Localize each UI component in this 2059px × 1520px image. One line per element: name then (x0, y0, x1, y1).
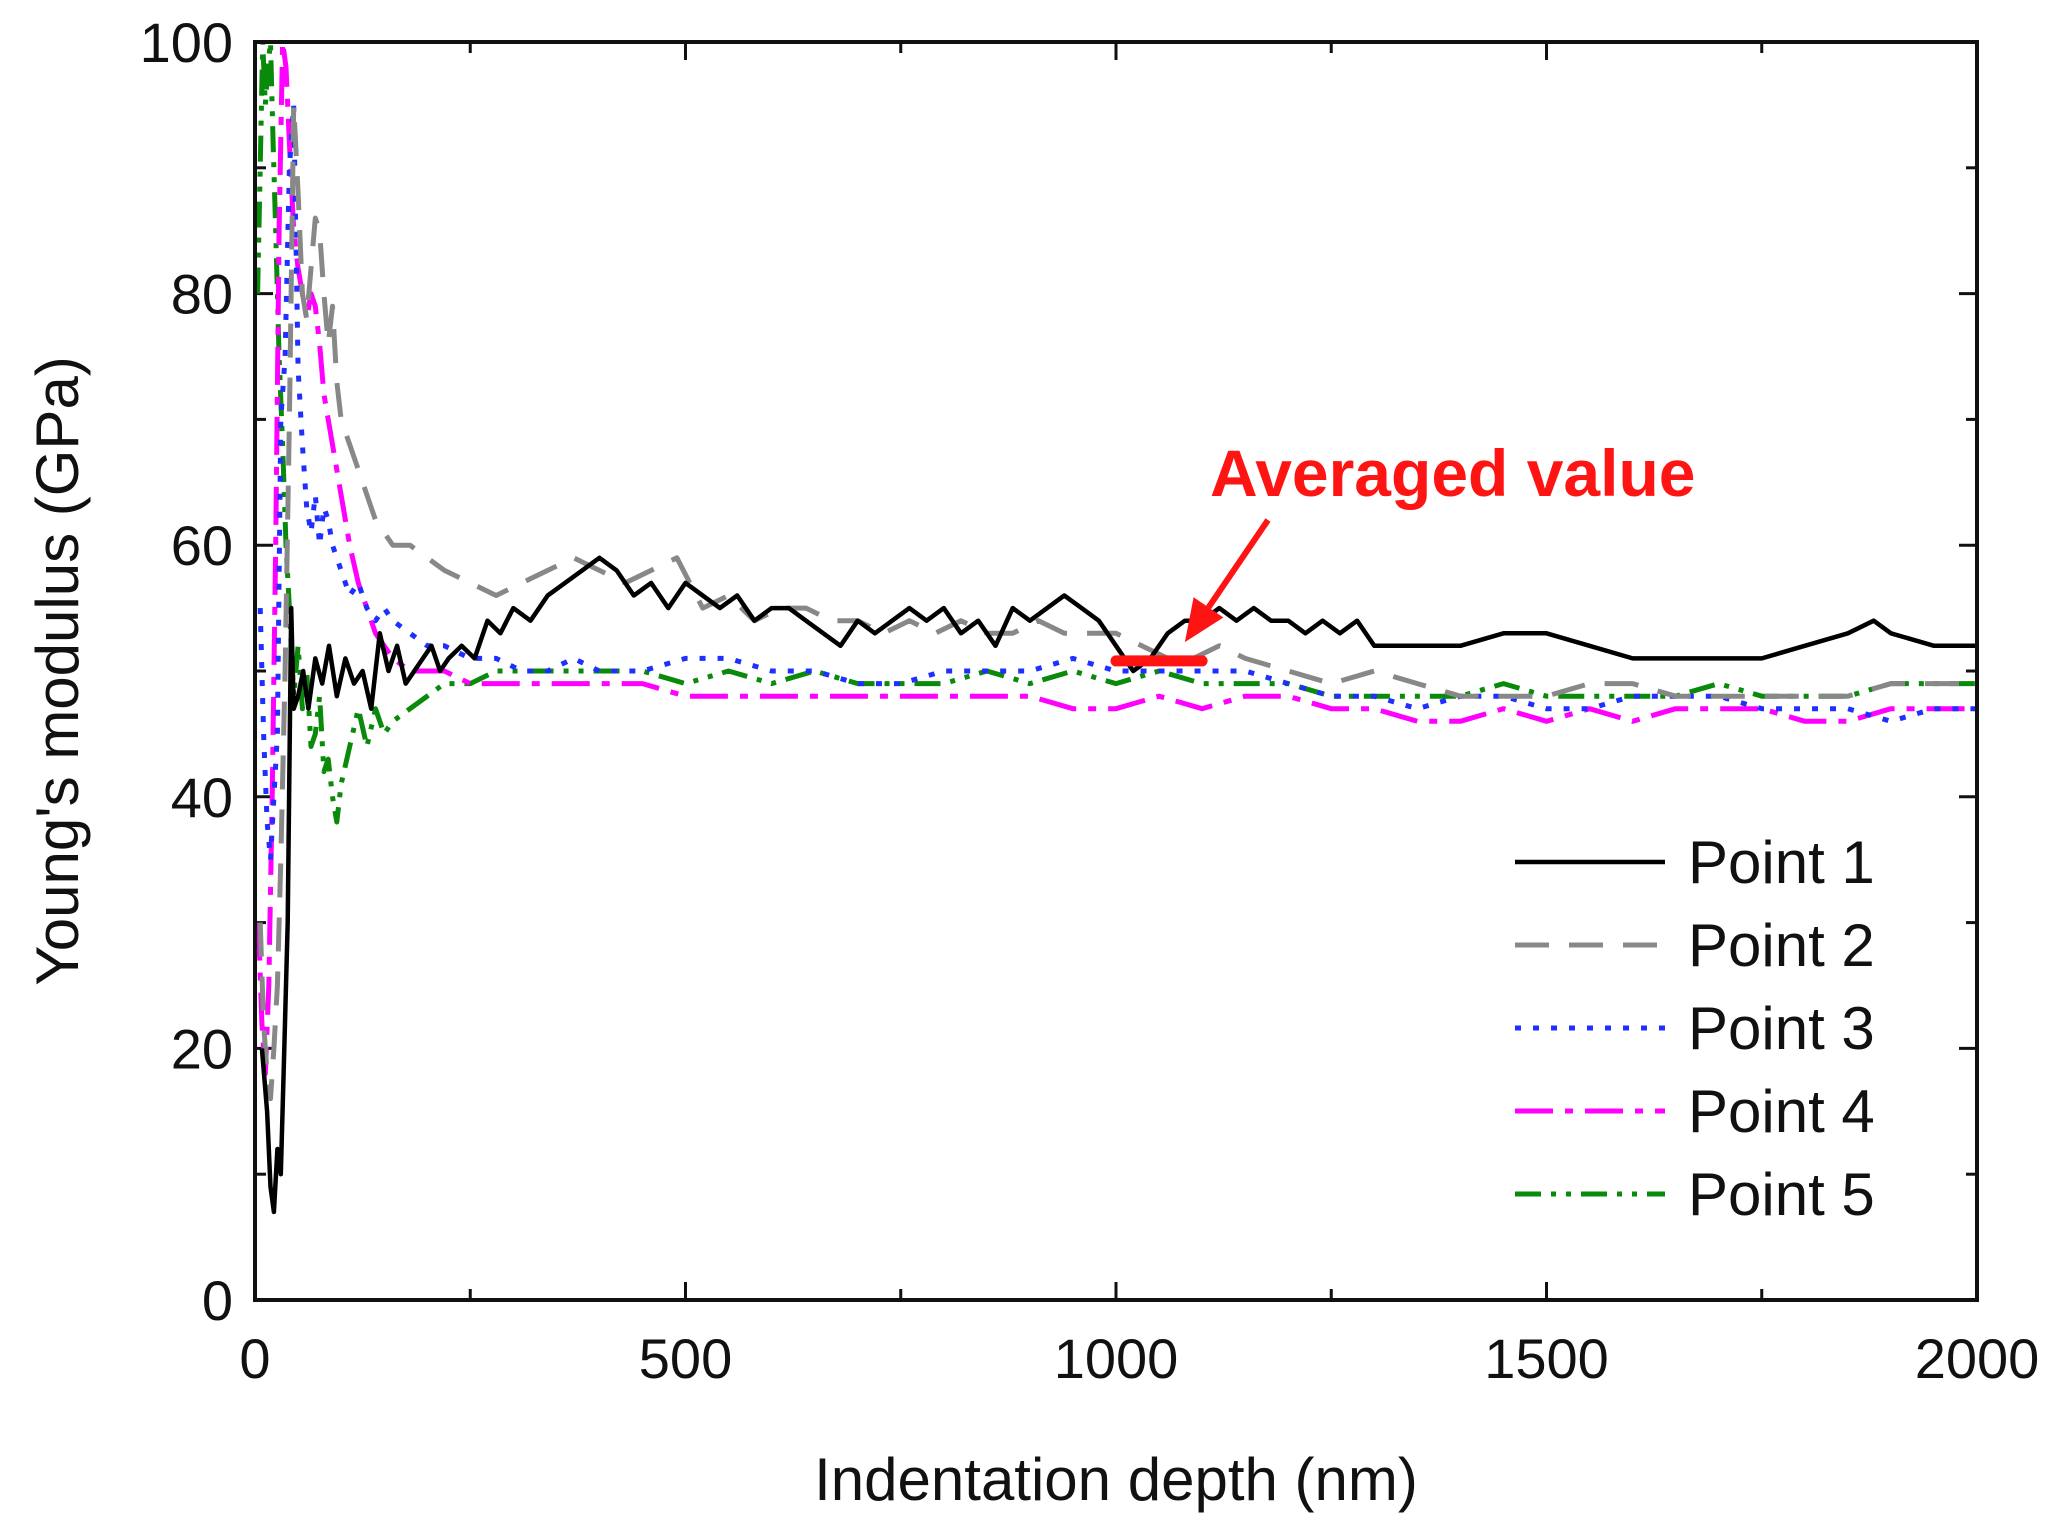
y-tick-label: 20 (171, 1017, 233, 1080)
legend-label-4: Point 4 (1688, 1078, 1875, 1145)
y-tick-label: 60 (171, 514, 233, 577)
series-lines (255, 42, 1977, 1215)
x-tick-label: 1000 (1054, 1327, 1179, 1390)
tick-labels: 0 500 1000 1500 2000 0 20 40 60 80 100 (140, 11, 2040, 1390)
legend-label-1: Point 1 (1688, 829, 1875, 896)
y-tick-label: 80 (171, 263, 233, 326)
y-tick-label: 100 (140, 11, 233, 74)
x-axis-title: Indentation depth (nm) (814, 1446, 1418, 1513)
annotation-label: Averaged value (1210, 436, 1695, 510)
legend-label-2: Point 2 (1688, 912, 1875, 979)
x-tick-label: 1500 (1484, 1327, 1609, 1390)
annotation-arrow-shaft (1206, 518, 1271, 610)
x-tick-label: 500 (639, 1327, 732, 1390)
averaged-value-annotation: Averaged value (1110, 436, 1695, 667)
y-tick-label: 40 (171, 766, 233, 829)
x-tick-label: 2000 (1915, 1327, 2040, 1390)
series-line-point-4 (255, 42, 1977, 1077)
legend-label-3: Point 3 (1688, 995, 1875, 1062)
series-line-point-2 (257, 102, 1977, 1102)
plot-frame (253, 40, 1979, 1302)
legend-label-5: Point 5 (1688, 1161, 1875, 1228)
series-line-point-3 (257, 102, 1977, 863)
annotation-arrow-head (1184, 597, 1224, 643)
series-line-point-5 (255, 42, 1977, 825)
y-axis-title: Young's modulus (GPa) (24, 356, 91, 986)
y-tick-label: 0 (202, 1269, 233, 1332)
legend: Point 1 Point 2 Point 3 Point 4 Point 5 (1515, 829, 1875, 1228)
series-line-point-1 (259, 555, 1977, 1215)
x-tick-label: 0 (239, 1327, 270, 1390)
